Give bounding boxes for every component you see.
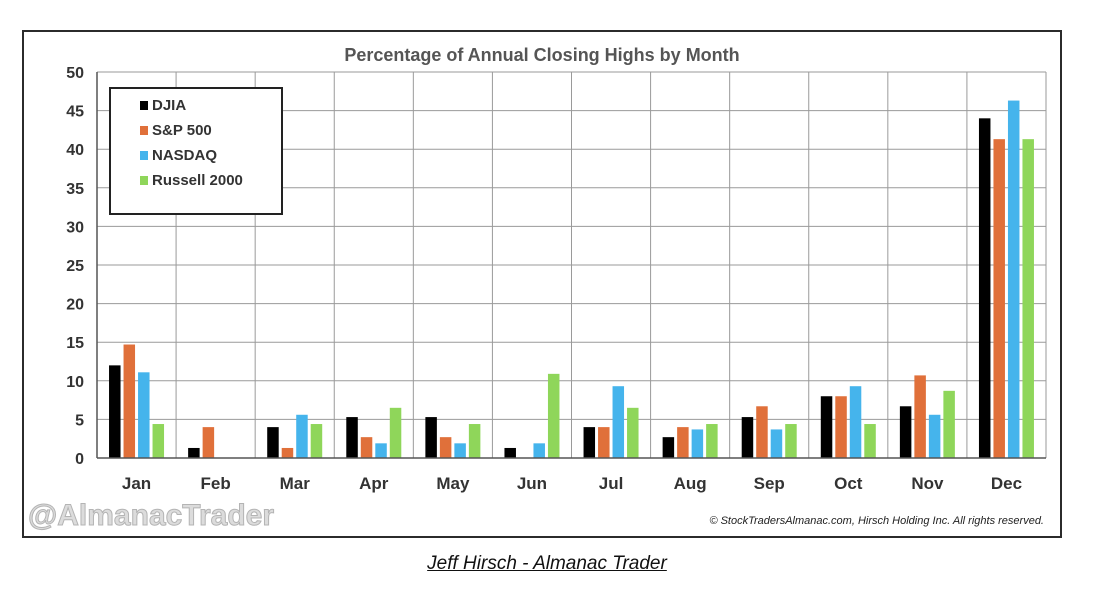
bar-nov-2 [928,414,941,458]
x-tick-label: Mar [280,474,311,493]
bar-nov-1 [914,375,926,458]
bar-aug-2 [691,429,704,458]
bar-feb-1 [202,427,215,458]
y-tick-label: 20 [66,297,84,314]
chart-frame: Percentage of Annual Closing Highs by Mo… [22,30,1062,538]
bar-sep-2 [770,429,783,458]
y-tick-label: 5 [75,412,84,429]
bar-oct-0 [820,396,833,458]
x-tick-label: May [436,474,470,493]
bar-jun-3 [547,373,560,458]
bar-jan-2 [138,372,150,458]
y-tick-label: 25 [66,258,84,275]
caption: Jeff Hirsch - Almanac Trader [427,553,667,574]
legend-label: Russell 2000 [152,172,243,189]
x-tick-label: Dec [991,474,1022,493]
bar-may-2 [454,443,466,458]
y-tick-label: 30 [66,219,84,236]
x-tick-label: Oct [834,474,863,493]
legend: DJIA S&P 500 NASDAQ Russell 2000 [109,87,283,215]
bar-oct-3 [864,424,876,458]
bar-dec-0 [978,118,991,458]
y-tick-label: 0 [75,451,84,468]
x-tick-label: Jun [517,474,547,493]
bar-chart: Percentage of Annual Closing Highs by Mo… [22,30,1062,538]
x-tick-label: Apr [359,474,389,493]
bar-may-1 [439,437,452,458]
bar-dec-1 [993,139,1005,458]
x-tick-label: Nov [911,474,944,493]
bar-dec-2 [1007,100,1020,459]
bar-aug-1 [677,427,689,458]
y-tick-label: 35 [66,181,84,198]
x-tick-label: Feb [201,474,231,493]
bar-apr-3 [389,407,402,458]
bar-mar-3 [310,424,323,458]
y-tick-label: 15 [66,335,84,352]
x-tick-label: Jul [599,474,624,493]
legend-label: NASDAQ [152,147,217,164]
bar-sep-0 [741,417,754,458]
bar-may-3 [468,424,481,458]
bar-apr-0 [346,417,358,458]
bar-aug-0 [662,437,675,458]
bar-nov-3 [943,390,955,458]
legend-box [109,87,283,215]
bar-jul-2 [612,386,625,458]
bar-jul-3 [627,407,639,458]
y-tick-label: 45 [66,104,84,121]
bar-sep-1 [756,406,768,458]
bar-sep-3 [785,424,797,458]
bar-mar-0 [267,427,279,458]
copyright-notice: © StockTradersAlmanac.com, Hirsch Holdin… [709,515,1044,527]
bar-oct-2 [849,386,862,458]
bar-mar-2 [296,414,308,458]
watermark: @AlmanacTrader [28,499,274,532]
bar-jul-0 [583,427,596,458]
x-tick-label: Sep [754,474,785,493]
legend-label: S&P 500 [152,122,212,139]
y-tick-label: 40 [66,142,84,159]
y-tick-label: 10 [66,374,84,391]
bar-dec-3 [1022,139,1034,458]
bar-oct-1 [835,396,847,458]
x-tick-label: Jan [122,474,151,493]
legend-label: DJIA [152,97,186,114]
legend-swatch [140,126,148,135]
bar-nov-0 [899,406,912,458]
bar-jun-0 [504,447,516,458]
bar-may-0 [425,417,437,458]
bar-jan-3 [152,424,165,458]
bar-jun-2 [533,443,545,458]
legend-swatch [140,151,148,160]
bar-feb-0 [188,447,200,458]
chart-title: Percentage of Annual Closing Highs by Mo… [344,45,739,65]
bar-apr-2 [375,443,387,458]
legend-swatch [140,101,148,110]
bar-jul-1 [598,427,610,458]
bar-aug-3 [706,424,718,458]
x-tick-label: Aug [674,474,707,493]
y-tick-label: 50 [66,65,84,82]
bars-layer [109,100,1034,459]
legend-swatch [140,176,148,185]
bar-jan-1 [123,344,136,458]
bar-jan-0 [109,365,121,458]
axis-layer: 0 5 10 15 20 25 30 35 40 45 50 Jan Feb Mar Apr May Jun Ju… [66,65,1046,493]
bar-mar-1 [281,447,294,458]
bar-apr-1 [360,437,373,458]
